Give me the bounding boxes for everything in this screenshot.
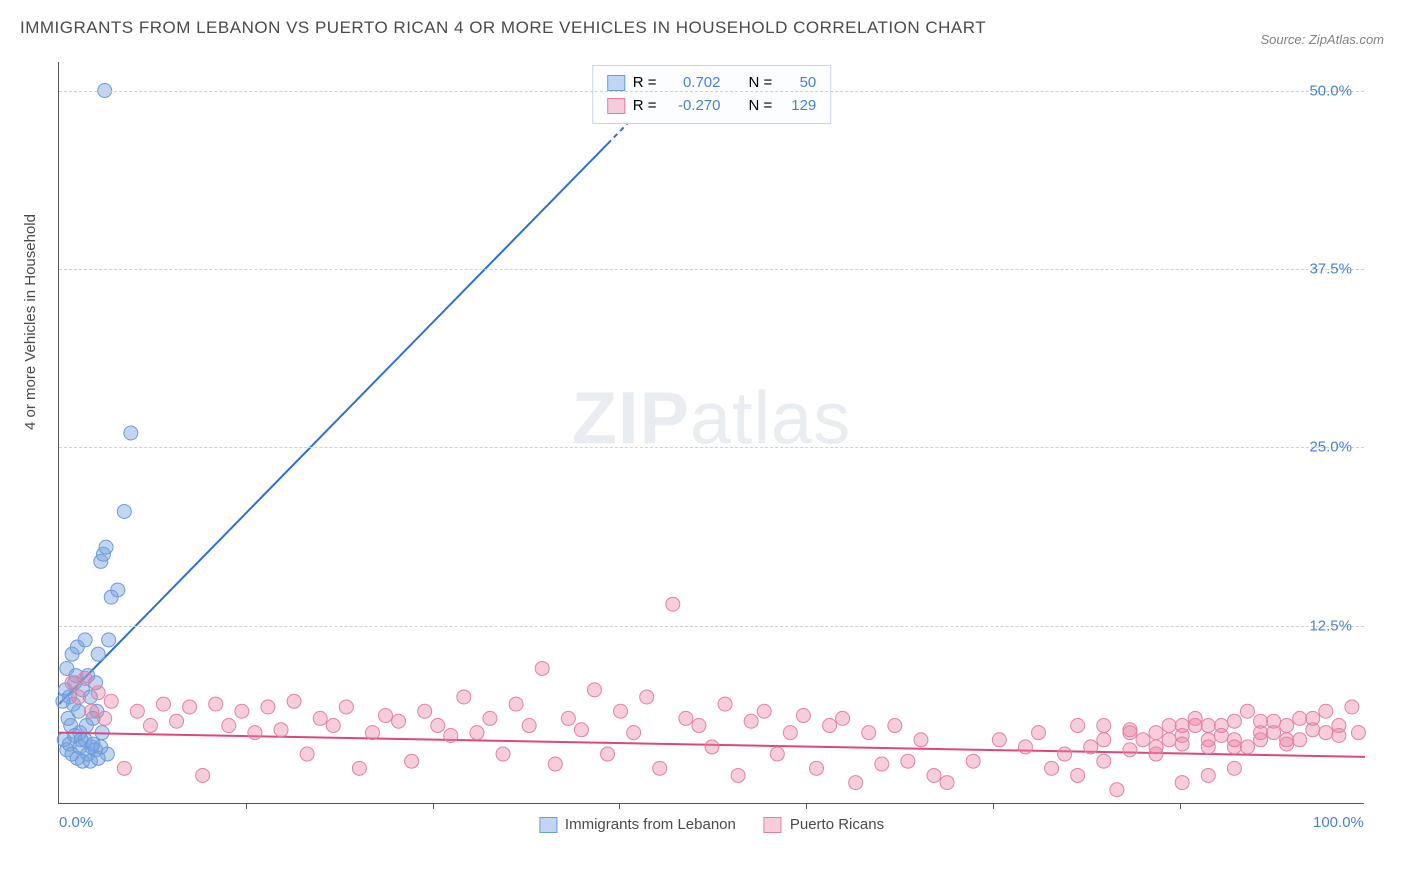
x-tick-mark: [619, 803, 620, 809]
legend-item-puertorican: Puerto Ricans: [764, 816, 884, 833]
source-attribution: Source: ZipAtlas.com: [1260, 32, 1384, 47]
swatch-puertorican-icon: [764, 817, 782, 833]
legend-item-lebanon: Immigrants from Lebanon: [539, 816, 736, 833]
r-label: R =: [633, 95, 657, 118]
x-tick-mark: [993, 803, 994, 809]
gridline: [59, 269, 1364, 270]
gridline: [59, 447, 1364, 448]
scatter-svg: [59, 62, 1364, 803]
y-tick-label: 12.5%: [1309, 617, 1352, 634]
y-tick-label: 25.0%: [1309, 439, 1352, 456]
swatch-lebanon: [607, 75, 625, 91]
stats-legend: R = 0.702 N = 50 R = -0.270 N = 129: [592, 65, 832, 124]
chart-title: IMMIGRANTS FROM LEBANON VS PUERTO RICAN …: [20, 18, 986, 38]
legend-label-puertorican: Puerto Ricans: [790, 816, 884, 833]
y-axis-label: 4 or more Vehicles in Household: [22, 214, 39, 430]
legend-label-lebanon: Immigrants from Lebanon: [565, 816, 736, 833]
series-legend: Immigrants from Lebanon Puerto Ricans: [539, 816, 884, 833]
y-tick-label: 37.5%: [1309, 260, 1352, 277]
n-value-puertorican: 129: [780, 95, 816, 118]
plot-area: ZIPatlas R = 0.702 N = 50 R = -0.270 N =…: [58, 62, 1364, 804]
r-value-puertorican: -0.270: [665, 95, 721, 118]
y-tick-label: 50.0%: [1309, 82, 1352, 99]
gridline: [59, 91, 1364, 92]
x-tick-mark: [246, 803, 247, 809]
swatch-lebanon-icon: [539, 817, 557, 833]
swatch-puertorican: [607, 98, 625, 114]
x-tick-label: 0.0%: [59, 814, 93, 831]
x-tick-mark: [806, 803, 807, 809]
x-tick-label: 100.0%: [1313, 814, 1364, 831]
x-tick-mark: [433, 803, 434, 809]
n-label: N =: [749, 95, 773, 118]
stats-row-puertorican: R = -0.270 N = 129: [607, 95, 817, 118]
x-tick-mark: [1180, 803, 1181, 809]
gridline: [59, 626, 1364, 627]
